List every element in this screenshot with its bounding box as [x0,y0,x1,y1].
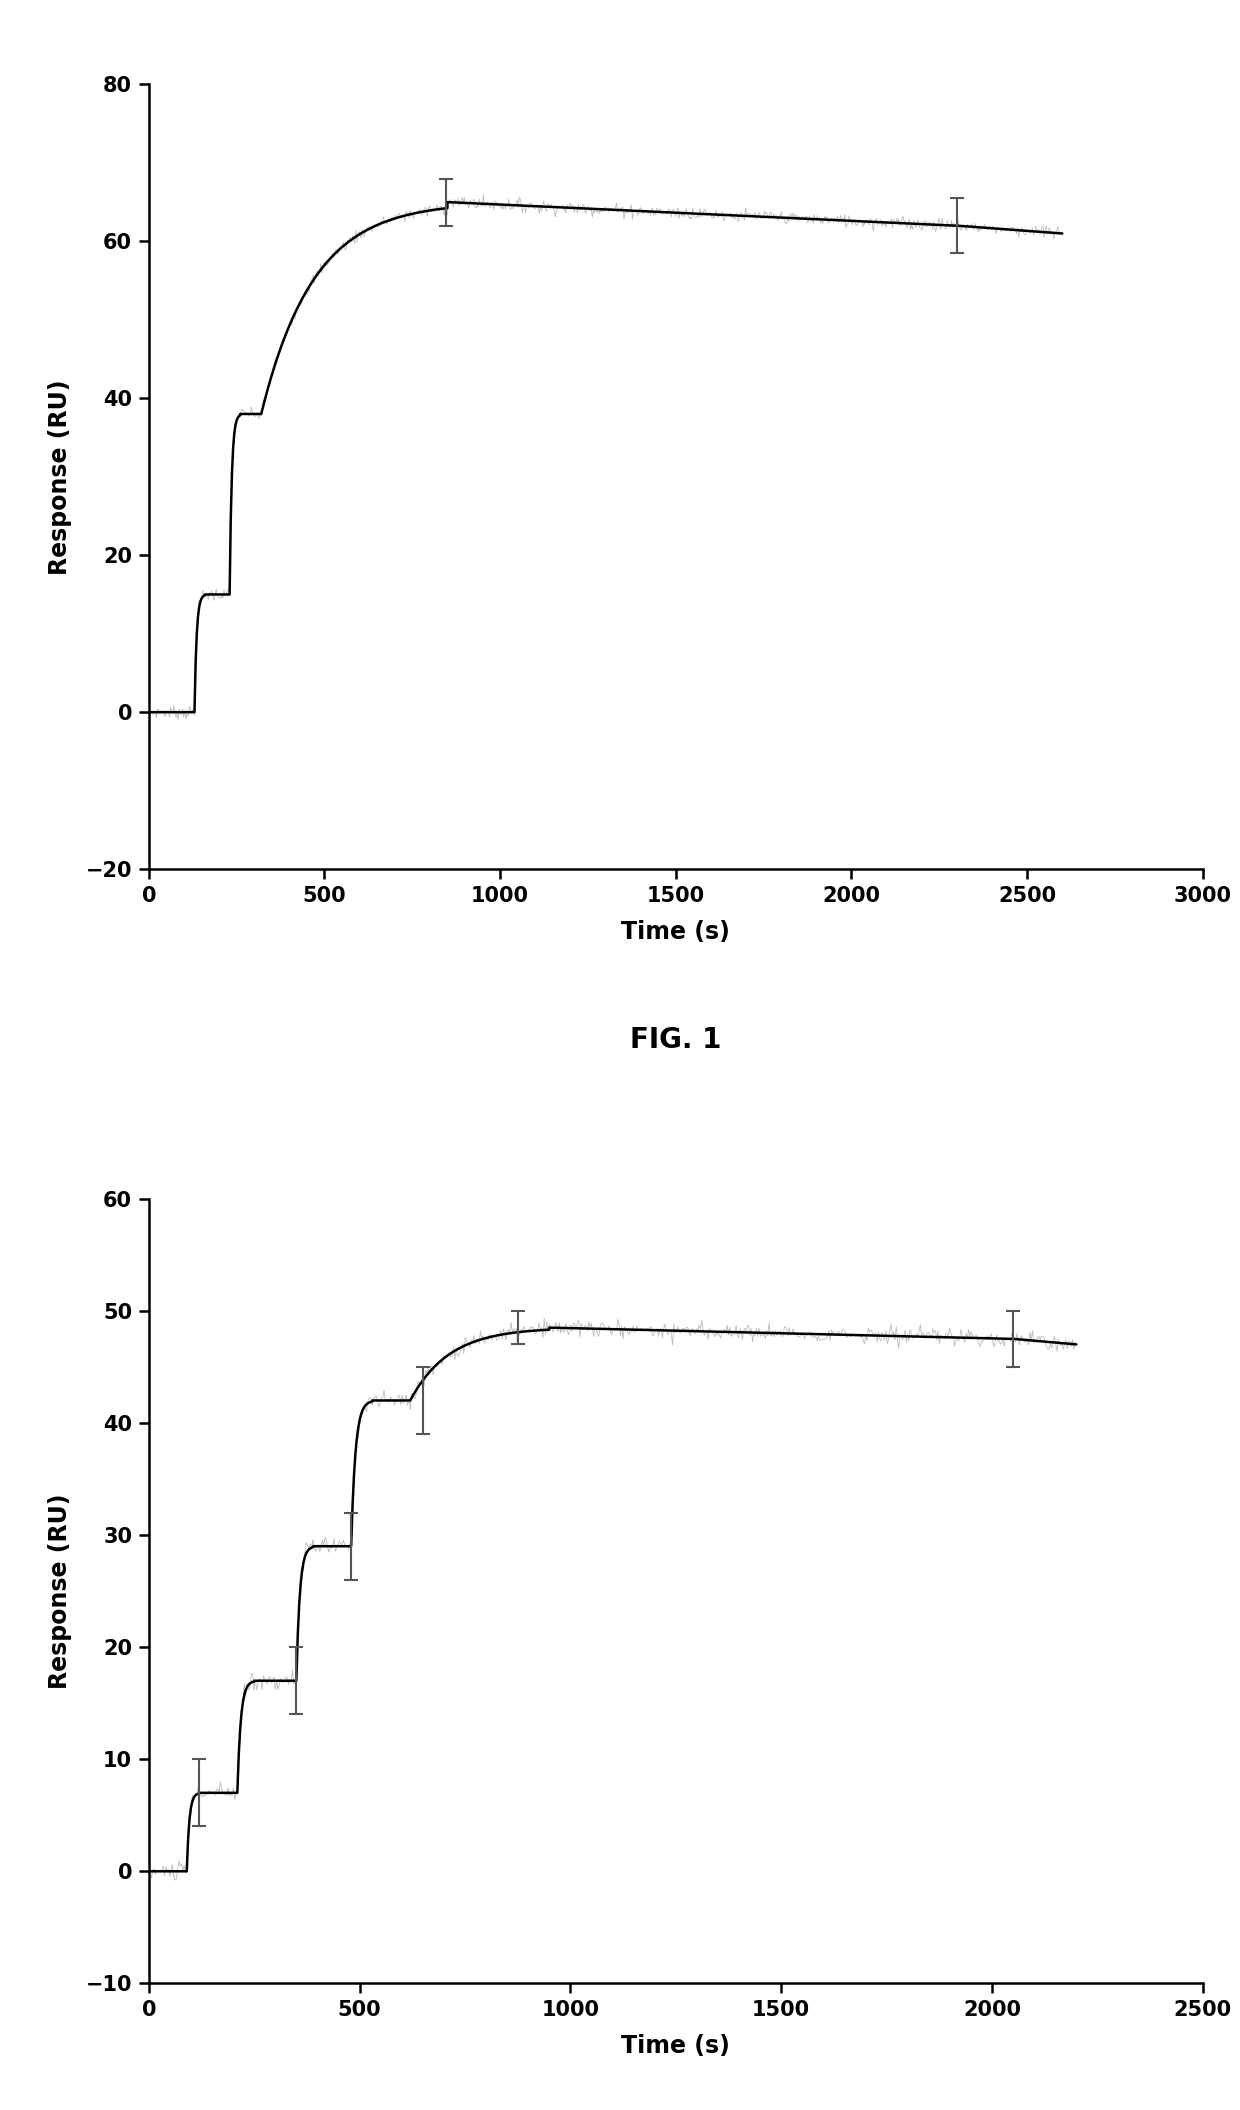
Y-axis label: Response (RU): Response (RU) [48,1494,72,1688]
X-axis label: Time (s): Time (s) [621,2034,730,2057]
Text: FIG. 1: FIG. 1 [630,1025,722,1055]
Y-axis label: Response (RU): Response (RU) [48,380,72,574]
X-axis label: Time (s): Time (s) [621,920,730,943]
